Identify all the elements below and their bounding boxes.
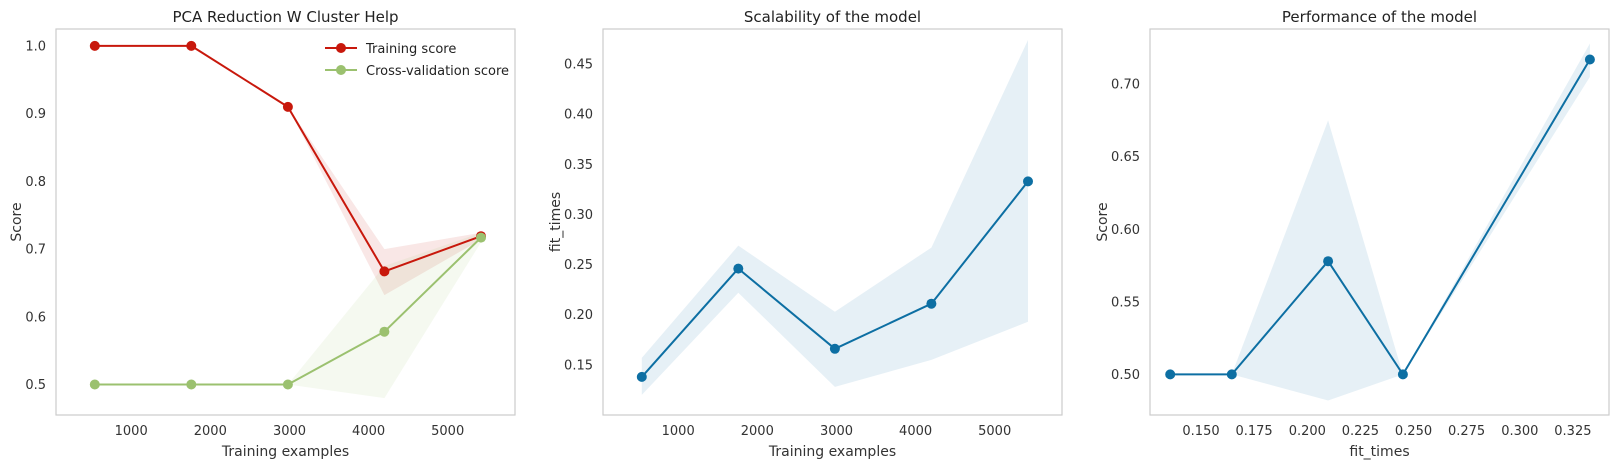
panel-performance: Performance of the model fit_times Score… (1095, 8, 1610, 460)
y-tick-labels: 0.50 0.55 0.60 0.65 0.70 (1111, 78, 1140, 383)
data-point (379, 266, 390, 277)
data-point (282, 379, 293, 390)
y-tick-label: 0.45 (564, 58, 593, 73)
y-tick-label: 0.8 (25, 175, 46, 190)
series-lines (636, 176, 1033, 382)
data-point (829, 343, 840, 354)
y-tick-label: 0.65 (1111, 150, 1140, 165)
y-tick-label: 0.5 (25, 378, 46, 393)
data-point (89, 40, 100, 51)
legend-marker-training (336, 43, 346, 53)
y-tick-label: 0.55 (1111, 295, 1140, 310)
x-tick-label: 3000 (820, 424, 853, 439)
x-tick-label: 0.250 (1395, 424, 1432, 439)
y-tick-label: 0.9 (25, 107, 46, 122)
x-tick-labels: 1000 2000 3000 4000 5000 (115, 424, 465, 439)
data-point (186, 379, 197, 390)
chart-title: PCA Reduction W Cluster Help (172, 8, 398, 26)
y-tick-label: 0.40 (564, 108, 593, 123)
data-point (186, 40, 197, 51)
y-axis-label: Score (1095, 202, 1111, 241)
confidence-bands (1170, 43, 1590, 401)
x-tick-label: 0.225 (1342, 424, 1379, 439)
data-point (476, 232, 486, 243)
data-point (926, 298, 937, 309)
y-tick-label: 0.15 (564, 358, 593, 373)
data-point (1323, 256, 1334, 267)
data-point (636, 371, 647, 382)
data-point (89, 379, 100, 390)
y-tick-label: 0.6 (25, 310, 46, 325)
y-tick-label: 1.0 (25, 39, 46, 54)
data-point (1584, 54, 1595, 65)
panel-learning-curve: PCA Reduction W Cluster Help Training ex… (9, 8, 516, 460)
y-tick-label: 0.35 (564, 158, 593, 173)
y-tick-label: 0.50 (1111, 368, 1140, 383)
data-point (282, 101, 293, 112)
data-point (1023, 176, 1033, 187)
y-axis-label: Score (9, 202, 25, 241)
y-tick-label: 0.60 (1111, 223, 1140, 238)
plot-frame (1149, 28, 1610, 416)
legend: Training score Cross-validation score (325, 42, 509, 79)
x-tick-labels: 1000 2000 3000 4000 5000 (662, 424, 1012, 439)
x-tick-label: 2000 (741, 424, 774, 439)
y-tick-label: 0.20 (564, 308, 593, 323)
x-tick-label: 0.325 (1554, 424, 1591, 439)
data-point (733, 263, 744, 274)
x-axis-label: Training examples (221, 444, 349, 460)
panel-scalability: Scalability of the model Training exampl… (548, 8, 1063, 460)
y-tick-label: 0.25 (564, 258, 593, 273)
data-point (1226, 369, 1237, 380)
x-tick-label: 2000 (194, 424, 227, 439)
x-tick-label: 1000 (115, 424, 148, 439)
x-tick-label: 4000 (899, 424, 932, 439)
legend-label-cv: Cross-validation score (366, 64, 509, 79)
x-tick-label: 3000 (273, 424, 306, 439)
x-tick-label: 5000 (978, 424, 1011, 439)
chart-title: Scalability of the model (744, 8, 921, 26)
x-tick-label: 0.150 (1182, 424, 1219, 439)
y-tick-label: 0.7 (25, 243, 46, 258)
legend-marker-cv (336, 65, 346, 75)
x-tick-labels: 0.150 0.175 0.200 0.225 0.250 0.275 0.300 0.325 (1182, 424, 1591, 439)
y-tick-labels: 0.5 0.6 0.7 0.8 0.9 1.0 (25, 39, 46, 393)
confidence-band (1170, 43, 1590, 401)
series-lines (1165, 54, 1595, 380)
data-point (1397, 369, 1408, 380)
data-point (379, 326, 390, 337)
legend-label-training: Training score (365, 42, 456, 57)
x-tick-label: 0.200 (1289, 424, 1326, 439)
x-tick-label: 4000 (352, 424, 385, 439)
y-tick-labels: 0.15 0.20 0.25 0.30 0.35 0.40 0.45 (564, 58, 593, 374)
x-tick-label: 1000 (662, 424, 695, 439)
x-tick-label: 0.275 (1448, 424, 1485, 439)
chart-title: Performance of the model (1282, 8, 1477, 26)
x-tick-label: 0.175 (1235, 424, 1272, 439)
x-axis-label: Training examples (768, 444, 896, 460)
x-tick-label: 5000 (431, 424, 464, 439)
y-axis-label: fit_times (548, 192, 564, 252)
plot-frame (55, 28, 516, 416)
x-axis-label: fit_times (1349, 444, 1409, 460)
series-lines (89, 40, 486, 390)
y-tick-label: 0.30 (564, 208, 593, 223)
y-tick-label: 0.70 (1111, 78, 1140, 93)
data-point (1165, 369, 1176, 380)
x-tick-label: 0.300 (1501, 424, 1538, 439)
